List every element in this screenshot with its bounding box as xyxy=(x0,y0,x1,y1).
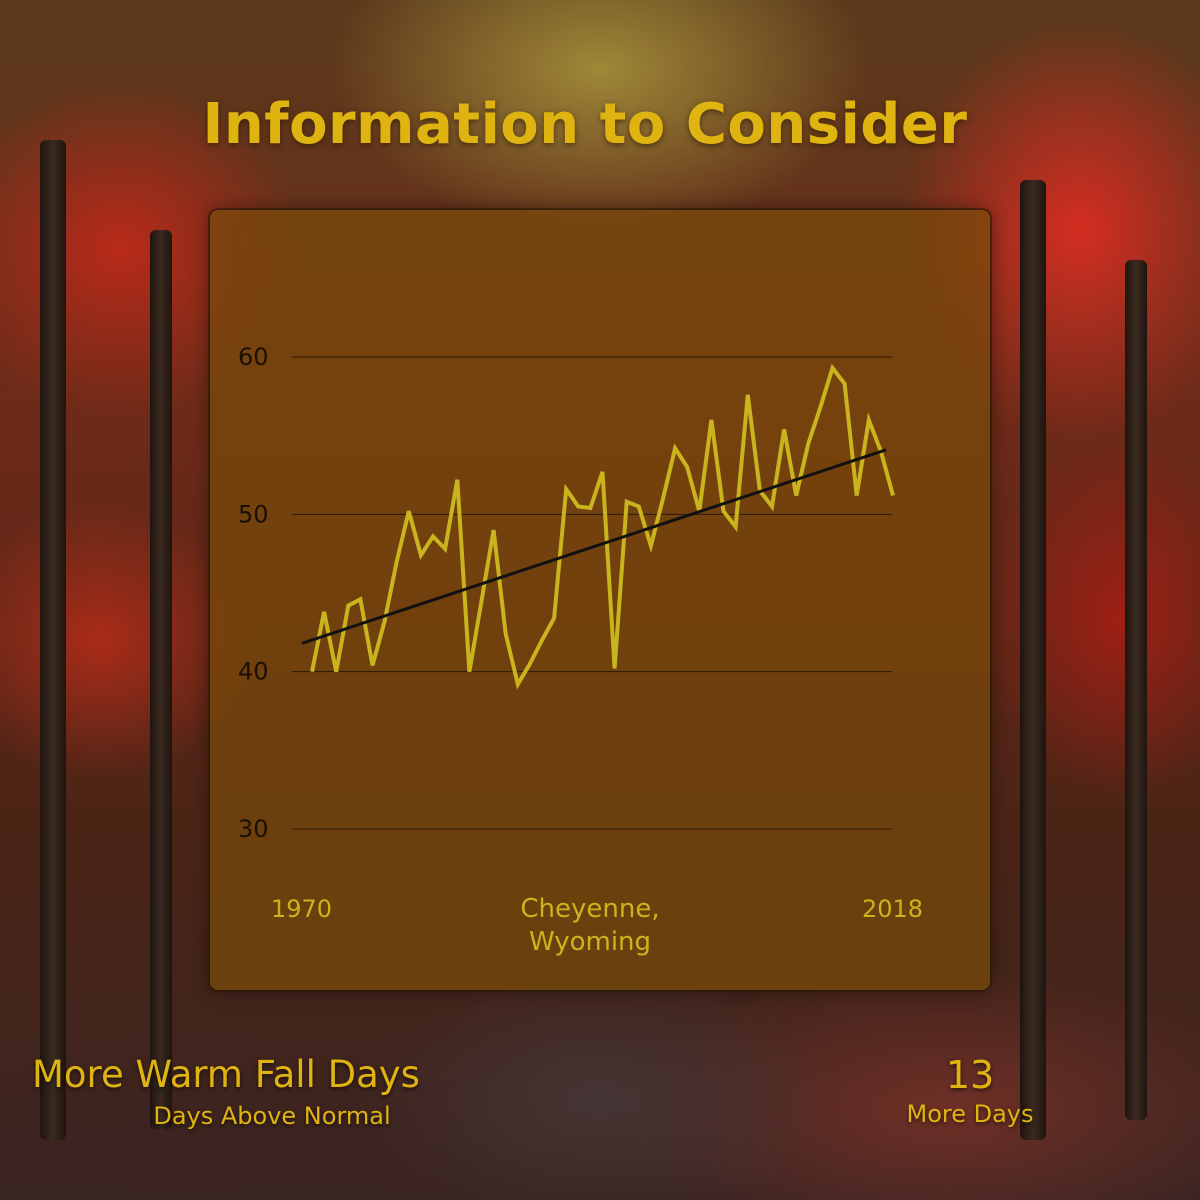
chart-panel: 30 40 50 60 1970 2018 Cheyenne, Wyoming xyxy=(210,210,990,990)
footer-title: More Warm Fall Days xyxy=(32,1053,420,1096)
series-line xyxy=(310,363,895,690)
x-tick-label: 2018 xyxy=(862,895,923,923)
y-tick-label: 40 xyxy=(238,658,269,686)
page-title: Information to Consider xyxy=(202,92,968,157)
trend-line xyxy=(301,448,887,645)
footer-subtitle: Days Above Normal xyxy=(153,1102,391,1130)
y-axis-ticks: 30 40 50 60 xyxy=(238,343,269,843)
y-tick-label: 60 xyxy=(238,343,269,371)
tree-trunk xyxy=(1125,260,1147,1120)
y-tick-label: 50 xyxy=(238,500,269,528)
grid-lines xyxy=(292,356,892,830)
x-tick-label: 1970 xyxy=(271,895,332,923)
line-chart: 30 40 50 60 1970 2018 Cheyenne,Wyoming xyxy=(238,343,923,957)
tree-trunk xyxy=(150,230,172,1130)
series-group xyxy=(301,363,895,690)
tree-trunk xyxy=(1020,180,1046,1140)
chart-caption: Cheyenne,Wyoming xyxy=(520,894,659,957)
x-axis-ticks: 1970 2018 xyxy=(271,895,923,923)
chart-caption-line: Wyoming xyxy=(529,927,651,957)
stat-value: 13 xyxy=(945,1053,995,1097)
tree-trunk xyxy=(40,140,66,1140)
chart-caption-line: Cheyenne, xyxy=(520,894,659,924)
y-tick-label: 30 xyxy=(238,815,269,843)
stat-label: More Days xyxy=(906,1100,1034,1128)
